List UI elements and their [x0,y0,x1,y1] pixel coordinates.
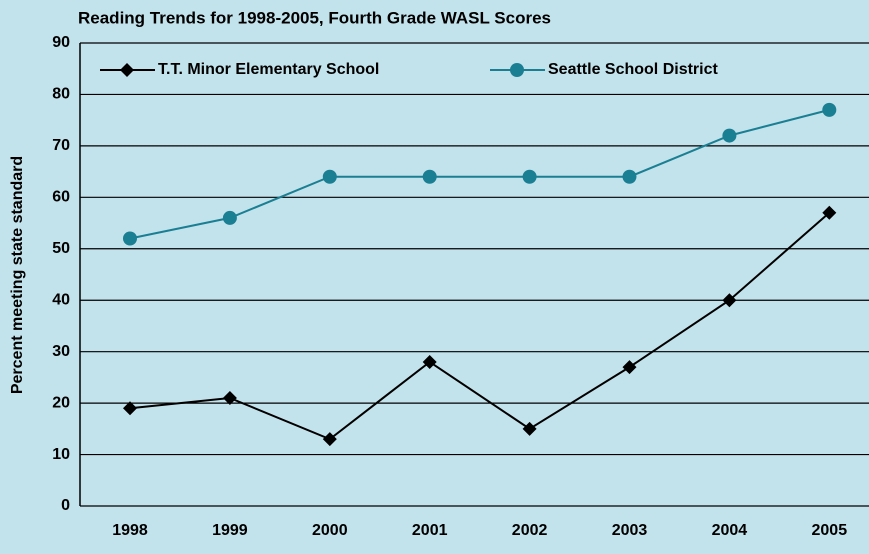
marker [722,293,737,308]
marker [322,432,337,447]
marker [422,354,437,369]
marker [622,169,637,184]
y-tick-label: 70 [52,137,70,154]
y-tick-label: 50 [52,240,70,257]
marker [822,205,837,220]
x-tick-label: 2004 [712,522,748,539]
marker [422,169,437,184]
y-tick-label: 20 [52,394,70,411]
chart-title: Reading Trends for 1998-2005, Fourth Gra… [78,8,551,27]
marker [123,401,137,416]
marker [622,360,637,375]
y-tick-label: 90 [52,34,70,51]
marker [522,169,537,184]
series-line [129,108,830,240]
legend-label: T.T. Minor Elementary School [158,61,379,78]
x-tick-label: 2003 [612,522,648,539]
x-tick-label: 2000 [312,522,348,539]
y-tick-label: 0 [61,497,70,514]
marker [510,63,524,77]
x-tick-label: 1999 [212,522,248,539]
marker [222,210,237,225]
y-tick-label: 10 [52,446,70,463]
marker [822,102,837,117]
y-tick-label: 80 [52,86,70,103]
y-axis-label: Percent meeting state standard [9,156,26,394]
x-tick-label: 2002 [512,522,548,539]
marker [120,63,134,77]
y-tick-label: 40 [52,291,70,308]
y-tick-label: 60 [52,189,70,206]
legend-label: Seattle School District [548,61,718,78]
x-tick-label: 2005 [812,522,848,539]
series-line [129,212,830,441]
y-tick-label: 30 [52,343,70,360]
marker [123,231,137,246]
marker [522,421,537,436]
marker [322,169,337,184]
marker [722,128,737,143]
x-tick-label: 2001 [412,522,448,539]
x-tick-label: 1998 [112,522,148,539]
marker [222,390,237,405]
